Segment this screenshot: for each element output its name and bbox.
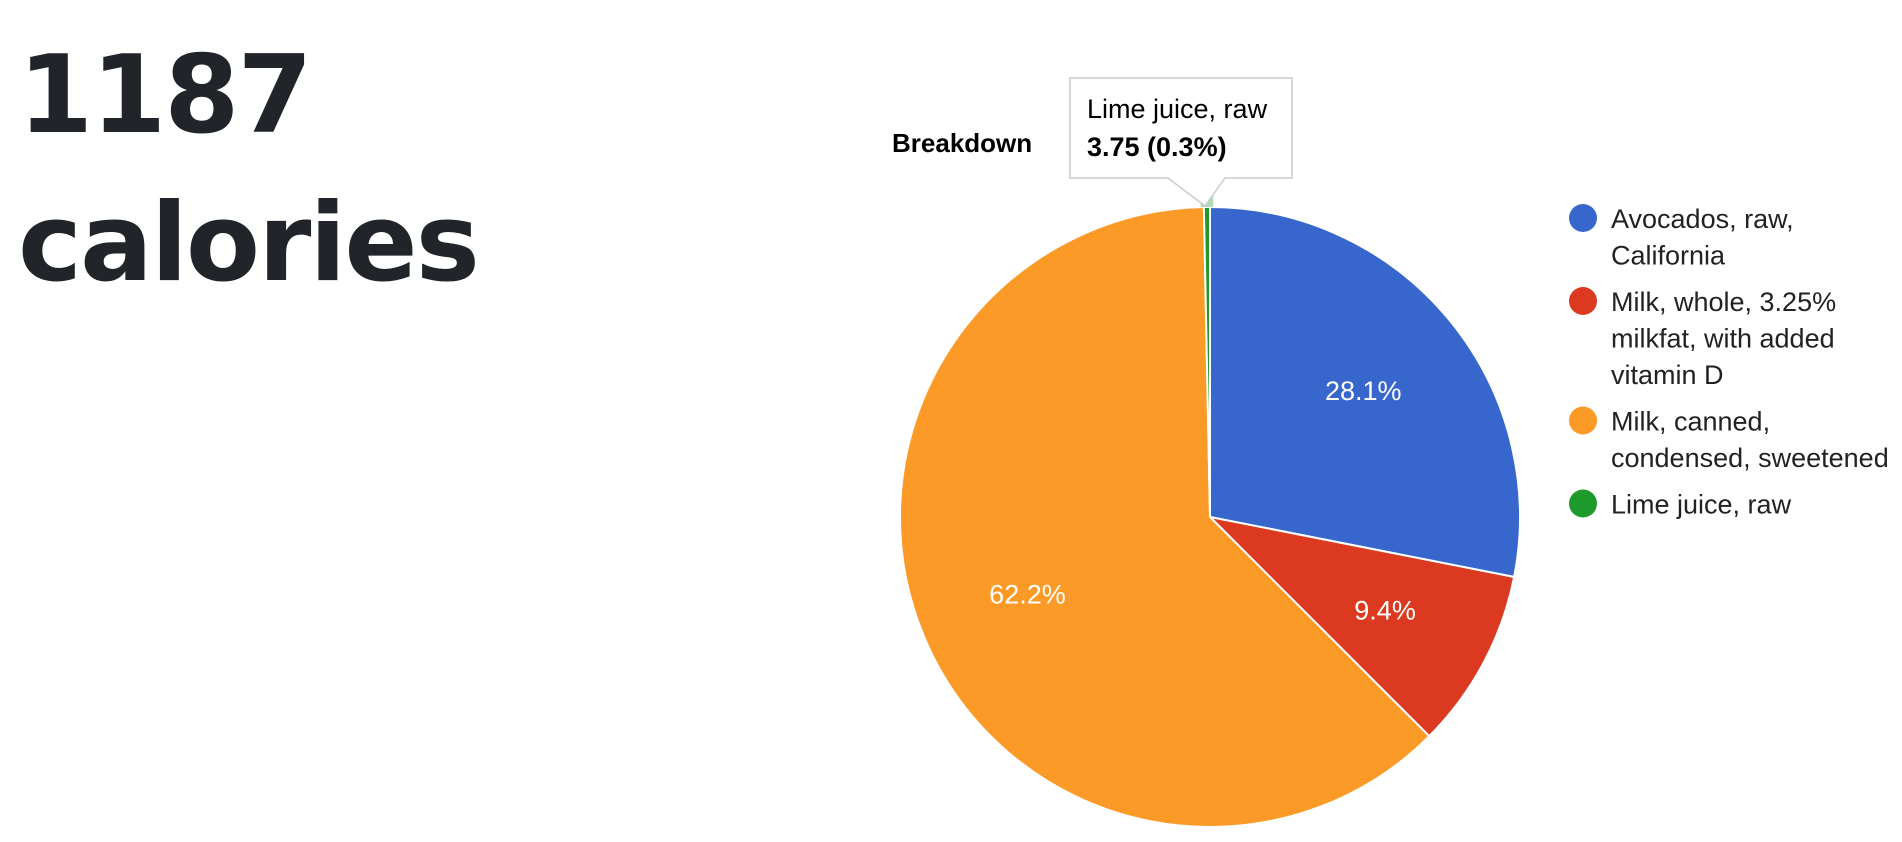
pie-slice-milk-canned-condensed-sweetened[interactable] bbox=[898, 206, 1431, 828]
slice-label-avocados-raw-california: 28.1% bbox=[1325, 376, 1402, 406]
legend-swatch bbox=[1569, 489, 1597, 518]
calorie-unit: calories bbox=[18, 181, 480, 306]
legend-swatch bbox=[1569, 406, 1597, 435]
pie-slice-lime-juice-raw[interactable] bbox=[1202, 205, 1211, 518]
legend-label: Milk, canned, condensed, sweetened bbox=[1611, 407, 1889, 474]
tooltip-value: 3.75 (0.3%) bbox=[1087, 132, 1227, 162]
slice-tooltip: Lime juice, raw 3.75 (0.3%) bbox=[1069, 77, 1293, 208]
legend-item-milk-whole-3-25-milkfat-with-added-vitamin-d[interactable]: Milk, whole, 3.25% milkfat, with added vit… bbox=[1569, 287, 1836, 390]
pie-slice-avocados-raw-california[interactable] bbox=[1209, 205, 1521, 579]
chart-title: Breakdown bbox=[892, 128, 1032, 158]
slice-label-milk-whole-3-25-milkfat-with-added-vitamin-d: 9.4% bbox=[1354, 595, 1416, 625]
pie-slice-milk-whole-3-25-milkfat-with-added-vitamin-d[interactable] bbox=[1206, 515, 1516, 738]
legend-item-avocados-raw-california[interactable]: Avocados, raw, California bbox=[1569, 204, 1794, 271]
calorie-value: 1187 bbox=[18, 33, 313, 158]
legend-label: Milk, whole, 3.25% milkfat, with added vit… bbox=[1611, 287, 1836, 390]
legend-swatch bbox=[1569, 204, 1597, 232]
slice-label-milk-canned-condensed-sweetened: 62.2% bbox=[989, 580, 1066, 610]
tooltip-box bbox=[1069, 77, 1293, 208]
pie-slice-labels: 28.1% 9.4% 62.2% bbox=[989, 376, 1416, 625]
legend-item-milk-canned-condensed-sweetened[interactable]: Milk, canned, condensed, sweetened bbox=[1569, 406, 1889, 474]
calorie-total: 1187 calories bbox=[18, 22, 480, 318]
legend-swatch bbox=[1569, 287, 1597, 315]
legend-label: Avocados, raw, California bbox=[1611, 204, 1794, 271]
legend-label: Lime juice, raw bbox=[1611, 490, 1792, 520]
pie-slices bbox=[898, 193, 1521, 828]
tooltip-title: Lime juice, raw bbox=[1087, 94, 1268, 124]
chart-legend: Avocados, raw, California Milk, whole, 3.2… bbox=[1569, 204, 1889, 520]
legend-item-lime-juice-raw[interactable]: Lime juice, raw bbox=[1569, 489, 1792, 520]
